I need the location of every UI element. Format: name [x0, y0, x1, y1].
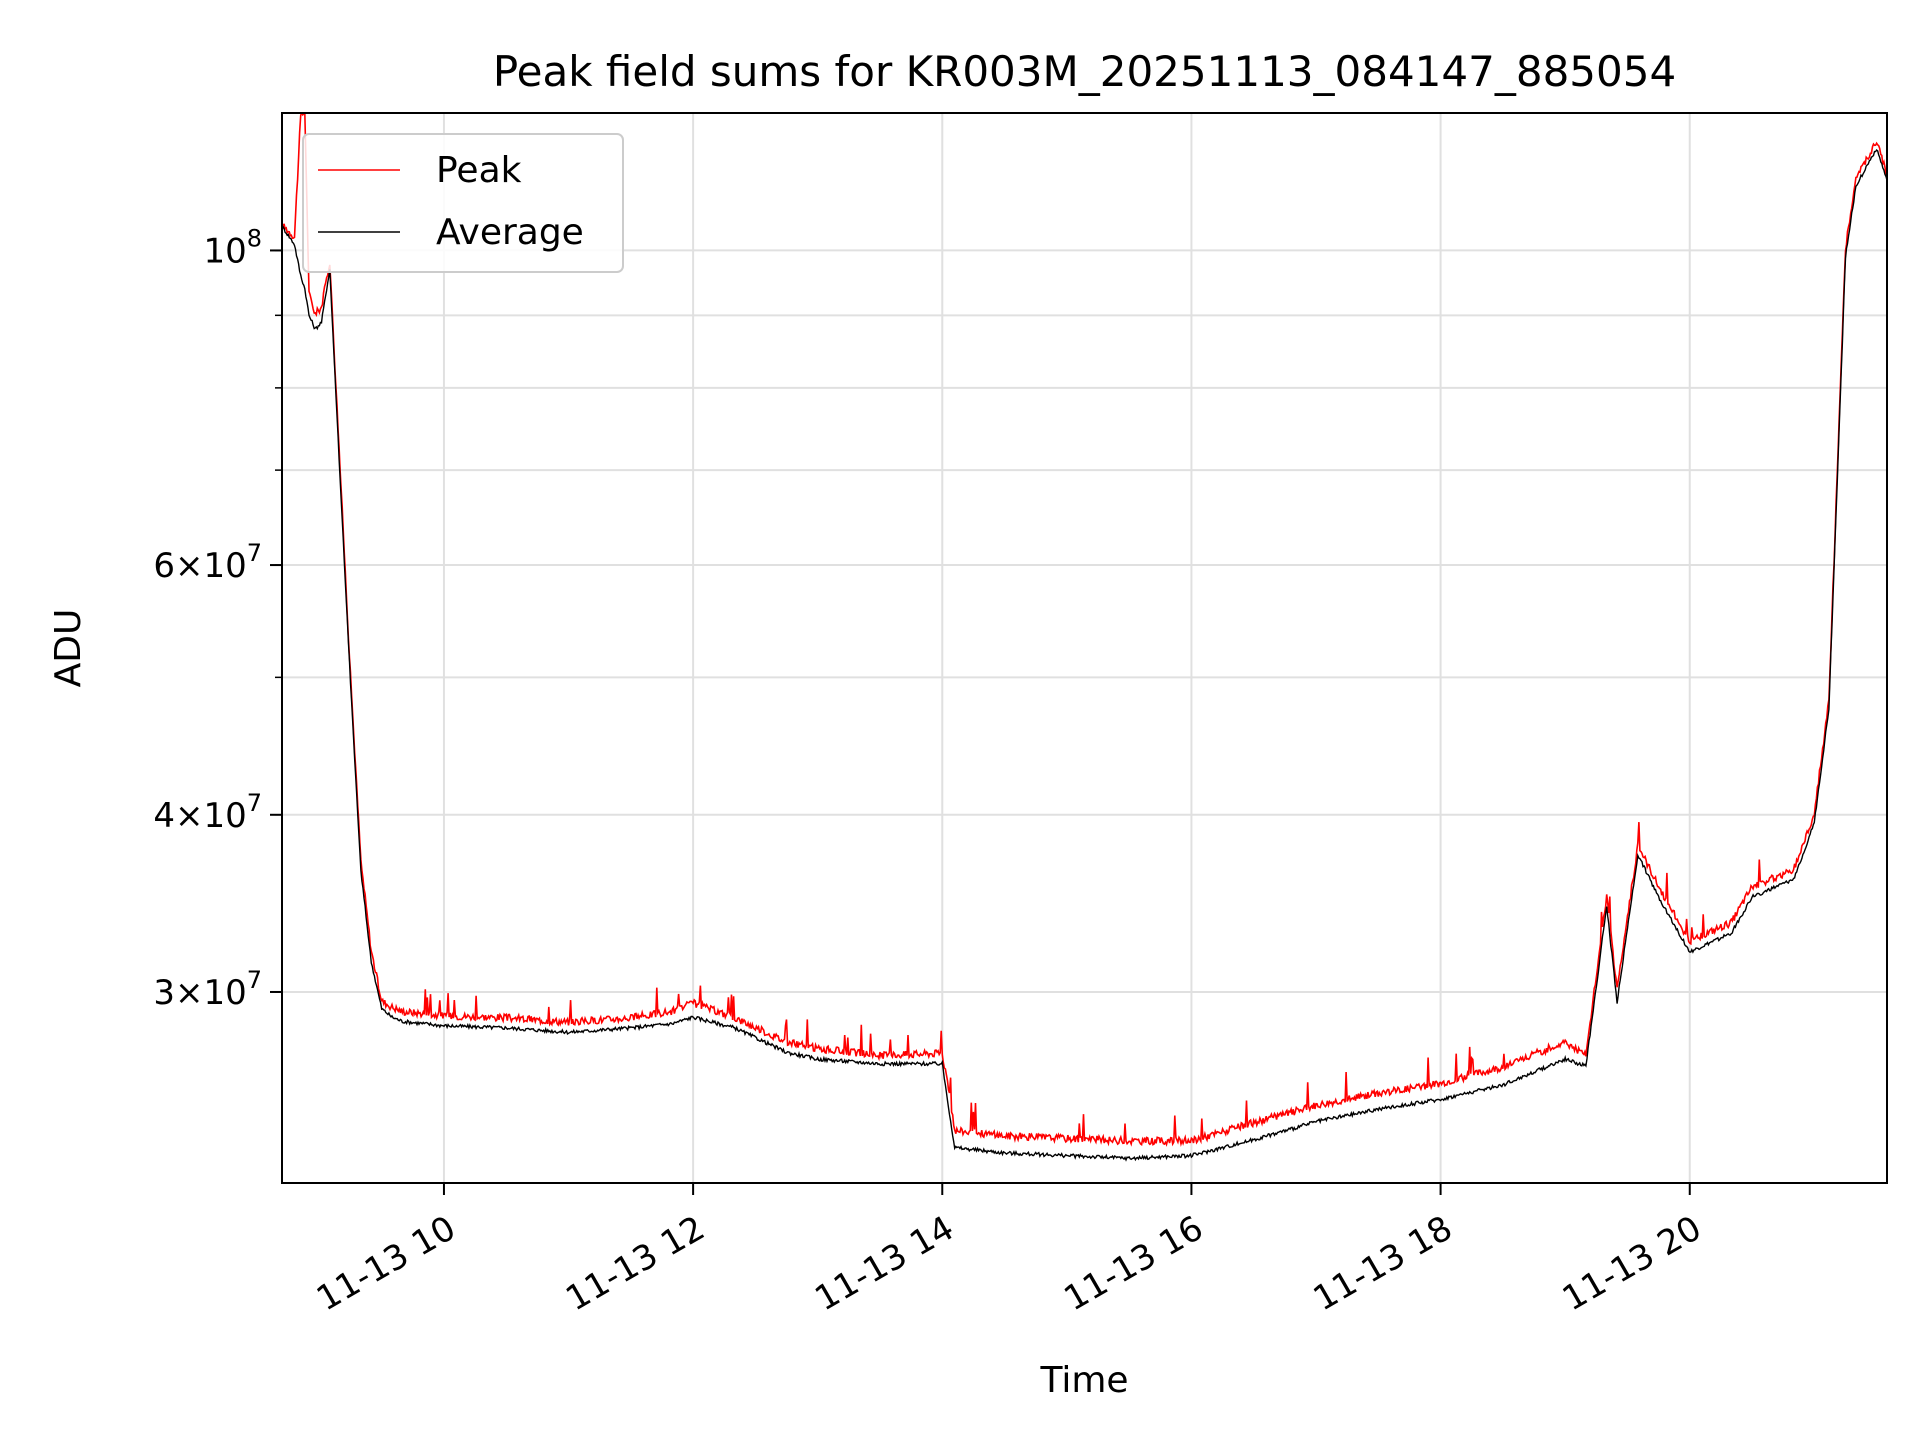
- y-tick-times: ×: [175, 973, 204, 1013]
- legend-label-average: Average: [436, 212, 584, 253]
- legend-box: [302, 133, 624, 273]
- y-tick-mantissa: 6: [153, 546, 175, 586]
- y-tick-exponent: 7: [247, 539, 262, 567]
- plot-frame: [281, 112, 1888, 1184]
- series-layer: [282, 113, 1887, 1162]
- y-tick-mantissa: 3: [153, 973, 175, 1013]
- y-tick-label: 6×107: [153, 539, 262, 586]
- series-line-peak: [282, 113, 1887, 1148]
- legend: Peak Average: [302, 133, 624, 273]
- y-tick-times: ×: [175, 796, 204, 836]
- chart-title: Peak field sums for KR003M_20251113_0841…: [493, 47, 1676, 96]
- y-tick-base: 10: [203, 231, 246, 271]
- y-tick-times: ×: [175, 546, 204, 586]
- y-tick-base: 10: [203, 546, 246, 586]
- grid: [282, 113, 1887, 1183]
- y-tick-mantissa: 4: [153, 796, 175, 836]
- y-tick-label: 3×107: [153, 966, 262, 1013]
- y-tick-base: 10: [203, 973, 246, 1013]
- y-axis-label: ADU: [48, 609, 89, 688]
- y-tick-label: 108: [203, 224, 262, 271]
- y-tick-exponent: 7: [247, 789, 262, 817]
- y-tick-base: 10: [203, 796, 246, 836]
- y-tick-label: 4×107: [153, 789, 262, 836]
- y-tick-exponent: 7: [247, 966, 262, 994]
- y-tick-exponent: 8: [247, 224, 262, 252]
- legend-label-peak: Peak: [436, 150, 522, 191]
- x-axis-label: Time: [1039, 1360, 1128, 1401]
- series-line-average: [282, 148, 1887, 1162]
